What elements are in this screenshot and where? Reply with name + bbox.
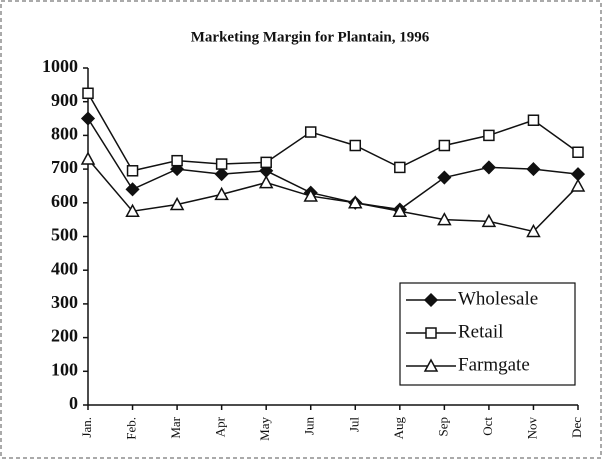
- data-point: [526, 223, 541, 238]
- x-tick-label: Feb.: [124, 417, 139, 440]
- data-point: [526, 162, 541, 177]
- y-tick-label: 800: [51, 124, 78, 144]
- x-tick-label: Apr: [213, 416, 228, 437]
- data-point: [126, 165, 139, 177]
- data-point: [483, 129, 495, 142]
- data-point: [169, 196, 185, 211]
- y-tick-label: 1000: [42, 56, 78, 76]
- data-point: [260, 156, 272, 169]
- data-point: [304, 126, 317, 138]
- data-point: [572, 146, 584, 158]
- x-tick-label: Mar: [168, 416, 183, 438]
- y-tick-label: 700: [51, 157, 78, 177]
- series-line: [87, 158, 579, 233]
- x-tick-label: May: [257, 417, 272, 441]
- y-tick-label: 200: [51, 326, 78, 346]
- legend-label: Retail: [458, 321, 503, 342]
- data-point: [80, 111, 96, 126]
- data-point: [527, 114, 540, 126]
- data-point: [570, 178, 586, 192]
- data-point: [303, 188, 318, 202]
- data-point: [437, 212, 452, 226]
- x-tick-label: Nov: [524, 417, 539, 440]
- chart-title: Marketing Margin for Plantain, 1996: [191, 29, 430, 45]
- data-point: [80, 151, 96, 165]
- data-point: [82, 87, 94, 100]
- data-point: [349, 139, 362, 152]
- x-tick-label: Jan.: [79, 417, 94, 438]
- legend-label: Wholesale: [458, 288, 538, 309]
- data-point: [125, 182, 140, 197]
- data-point: [481, 213, 497, 228]
- legend-marker: [423, 292, 439, 308]
- legend-label: Farmgate: [458, 354, 530, 375]
- data-point: [125, 203, 140, 217]
- x-tick-label: Aug: [391, 417, 406, 440]
- data-point: [438, 139, 451, 152]
- y-tick-label: 400: [51, 258, 78, 278]
- y-tick-label: 100: [51, 359, 78, 379]
- data-point: [437, 170, 452, 185]
- data-point: [392, 203, 408, 217]
- data-point: [215, 158, 228, 170]
- data-point: [214, 186, 229, 201]
- x-tick-label: Sep: [435, 417, 450, 437]
- data-point: [394, 161, 406, 174]
- y-tick-label: 900: [51, 90, 78, 110]
- data-point: [214, 167, 229, 182]
- legend-marker: [423, 358, 439, 372]
- y-tick-label: 0: [69, 393, 78, 413]
- data-point: [348, 195, 363, 209]
- data-point: [481, 160, 496, 175]
- legend-marker: [425, 327, 437, 339]
- y-tick-label: 500: [51, 225, 78, 245]
- data-point: [258, 175, 274, 189]
- x-tick-label: Jun: [302, 417, 317, 436]
- x-tick-label: Dec: [569, 417, 584, 438]
- y-tick-label: 600: [51, 191, 78, 211]
- series-line: [87, 118, 579, 211]
- y-tick-label: 300: [51, 292, 78, 312]
- data-point: [171, 154, 183, 167]
- series-line: [87, 92, 579, 172]
- x-tick-label: Jul: [346, 417, 361, 433]
- x-tick-label: Oct: [480, 417, 495, 436]
- data-point: [570, 167, 586, 182]
